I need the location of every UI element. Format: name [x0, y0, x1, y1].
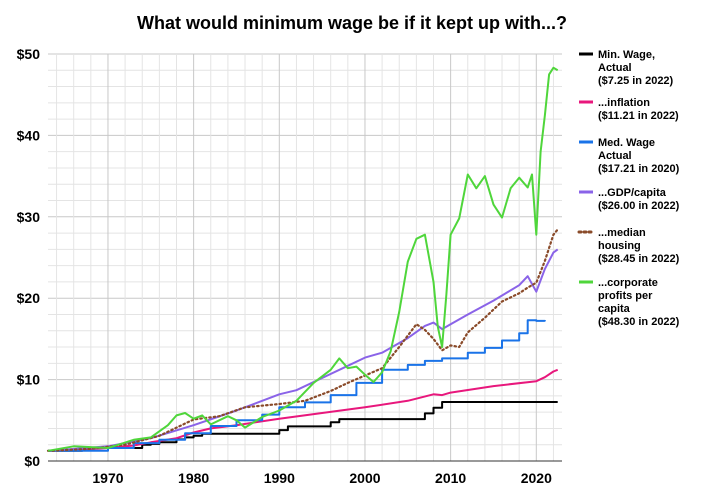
legend-label-4: ($28.45 in 2022) — [598, 253, 680, 265]
legend-label-5: ($48.30 in 2022) — [598, 316, 680, 328]
legend: Min. Wage,Actual($7.25 in 2022)...inflat… — [577, 49, 680, 328]
legend-label-0: Min. Wage, — [598, 49, 655, 61]
legend-label-1: ($11.21 in 2022) — [598, 110, 679, 122]
y-tick-label: $50 — [17, 46, 41, 62]
legend-label-2: Med. Wage — [598, 137, 655, 149]
series-line-2 — [48, 319, 546, 452]
y-tick-label: $30 — [17, 209, 41, 225]
series-group — [46, 66, 559, 452]
series-line-5 — [47, 66, 559, 452]
y-tick-label: $40 — [17, 127, 41, 143]
series-line-4 — [46, 228, 559, 452]
legend-label-5: ...corporate — [598, 277, 658, 289]
x-tick-label: 2020 — [521, 470, 552, 486]
legend-label-0: ($7.25 in 2022) — [598, 75, 674, 87]
legend-label-2: Actual — [598, 150, 632, 162]
legend-label-4: ...median — [598, 227, 646, 239]
x-tick-label: 1980 — [178, 470, 209, 486]
series-line-1 — [47, 368, 559, 452]
x-tick-label: 2010 — [435, 470, 466, 486]
x-tick-label: 1990 — [264, 470, 295, 486]
legend-label-1: ...inflation — [598, 97, 650, 109]
legend-label-5: capita — [598, 303, 631, 315]
chart-title: What would minimum wage be if it kept up… — [137, 13, 567, 33]
y-tick-label: $10 — [17, 372, 41, 388]
legend-label-4: housing — [598, 240, 641, 252]
x-tick-label: 2000 — [349, 470, 380, 486]
legend-label-0: Actual — [598, 62, 632, 74]
y-tick-label: $0 — [24, 453, 40, 469]
x-tick-label: 1970 — [92, 470, 123, 486]
series-line-0 — [48, 401, 558, 452]
grid — [48, 53, 562, 462]
legend-label-3: ($26.00 in 2022) — [598, 200, 680, 212]
legend-label-5: profits per — [598, 290, 653, 302]
legend-label-3: ...GDP/capita — [598, 187, 667, 199]
legend-label-2: ($17.21 in 2020) — [598, 163, 680, 175]
axes: $0 $10 $20 $30 $40 $50 1970 1980 1990 2000 2010 202… — [17, 46, 562, 486]
y-tick-label: $20 — [17, 290, 41, 306]
series-line-3 — [47, 248, 559, 452]
